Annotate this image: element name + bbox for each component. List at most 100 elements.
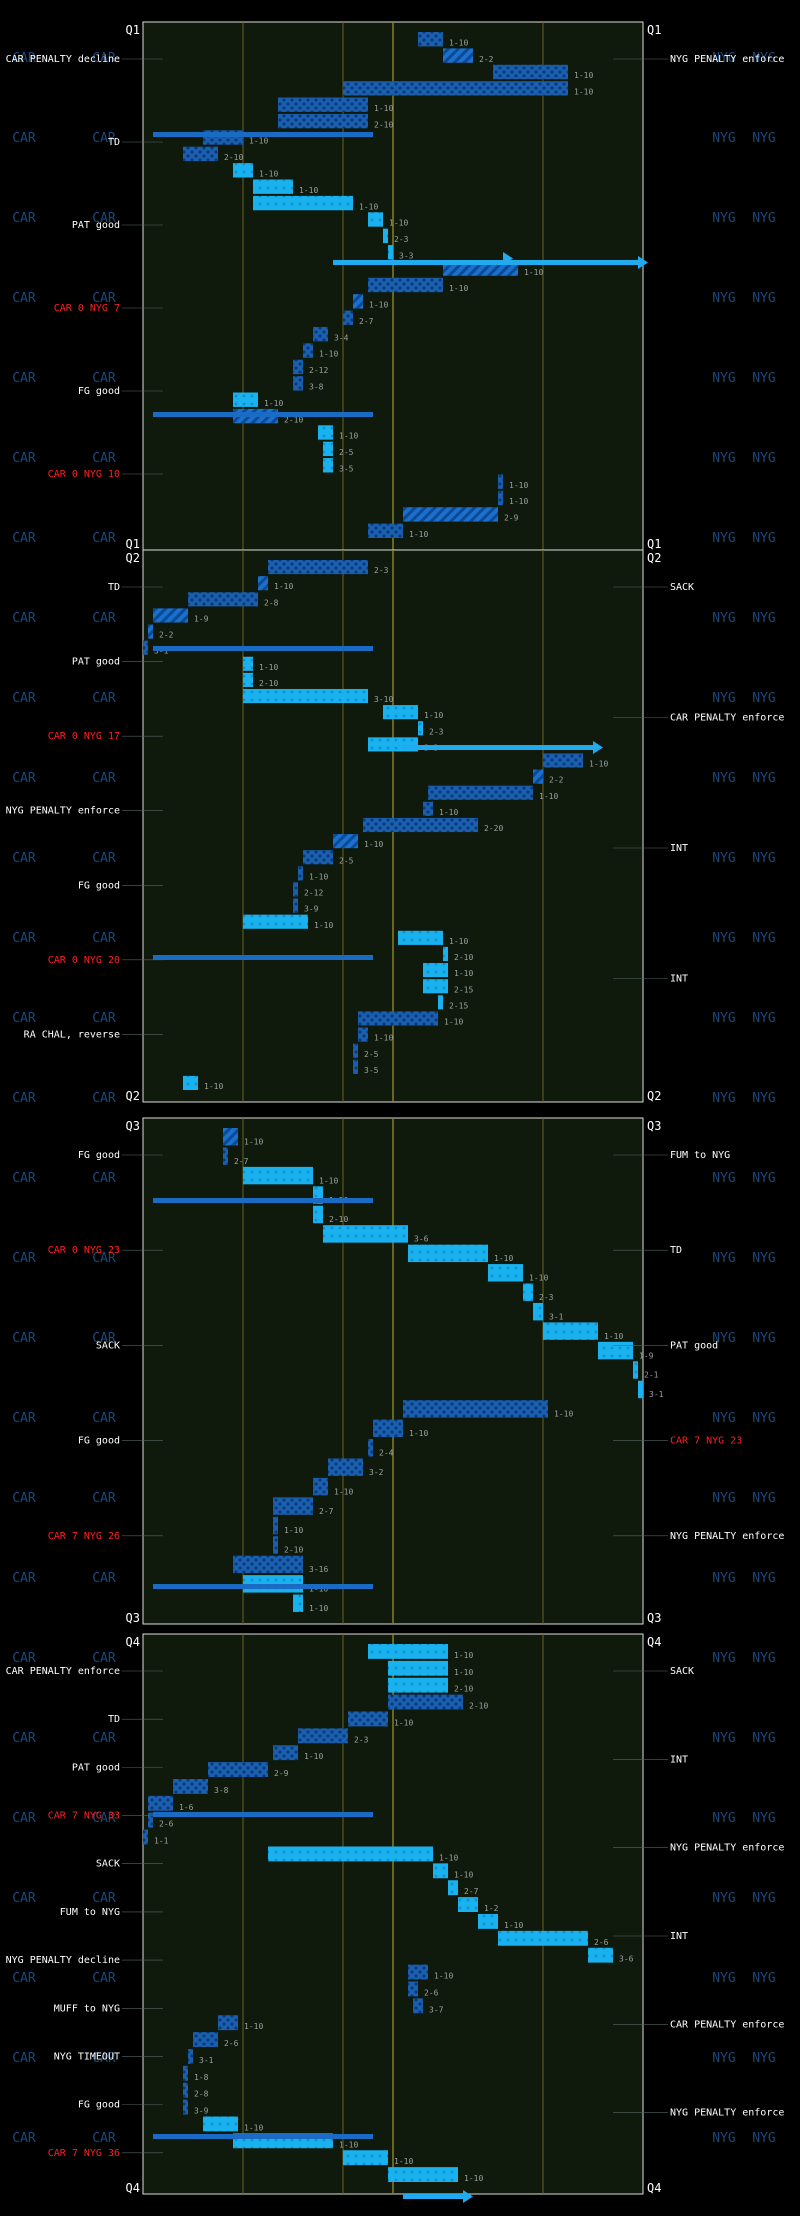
watermark-home: CAR [92,931,116,946]
watermark-away: NYG [752,211,776,226]
event-label: CAR 7 NYG 23 [670,1436,742,1447]
quarter-label: Q3 [647,1611,661,1625]
watermark-home: CAR [12,211,36,226]
down-distance-label: 1-10 [244,2123,263,2132]
play-bar [343,2150,388,2166]
down-distance-label: 1-10 [244,1137,263,1146]
watermark-home: CAR [12,2131,36,2146]
watermark-away: NYG [752,1491,776,1506]
play-bar [293,1594,303,1612]
down-distance-label: 1-10 [369,301,388,310]
down-distance-label: 2-5 [364,1050,379,1059]
kick-arrowhead [638,256,648,269]
watermark-home: CAR [92,1011,116,1026]
play-bar [418,721,423,736]
down-distance-label: 1-10 [334,1487,353,1496]
play-bar [493,64,568,80]
down-distance-label: 1-10 [509,481,528,490]
watermark-home: CAR [12,371,36,386]
watermark-home: CAR [92,691,116,706]
play-bar [353,294,363,309]
play-bar [148,1812,153,1828]
watermark-home: CAR [92,1891,116,1906]
down-distance-label: 2-3 [354,1735,369,1744]
watermark-away: NYG [712,371,736,386]
down-distance-label: 1-10 [374,104,393,113]
down-distance-label: 3-2 [369,1468,384,1477]
event-label: PAT good [72,220,120,231]
watermark-home: CAR [12,1571,36,1586]
play-bar [633,1361,638,1379]
down-distance-label: 1-10 [604,1332,623,1341]
down-distance-label: 2-7 [234,1157,249,1166]
play-bar [388,2167,458,2182]
down-distance-label: 2-10 [284,415,303,424]
down-distance-label: 2-8 [194,2090,209,2099]
play-bar [368,277,443,293]
play-bar [343,310,353,325]
play-bar [358,1011,438,1026]
watermark-home: CAR [12,291,36,306]
down-distance-label: 2-9 [504,514,519,523]
play-bar [358,1027,368,1042]
event-label: NYG PENALTY enforce [670,1843,784,1854]
down-distance-label: 1-9 [639,1351,654,1360]
watermark-away: NYG [712,51,736,66]
watermark-away: NYG [712,1251,736,1266]
event-label: PAT good [72,657,120,668]
play-bar [443,48,473,63]
down-distance-label: 2-1 [644,1371,659,1380]
down-distance-label: 1-10 [464,2174,483,2183]
watermark-home: CAR [12,1731,36,1746]
play-bar [293,376,303,391]
down-distance-label: 1-10 [319,1176,338,1185]
event-label: CAR PENALTY enforce [670,713,784,724]
play-bar [293,882,298,897]
down-distance-label: 3-8 [309,383,324,392]
play-bar [348,1711,388,1727]
down-distance-label: 1-10 [309,1604,328,1613]
watermark-away: NYG [752,1331,776,1346]
play-bar [543,1322,598,1340]
play-bar [233,163,253,178]
watermark-home: CAR [12,1251,36,1266]
play-bar [388,1694,463,1710]
down-distance-label: 1-10 [449,38,468,47]
play-bar [188,2049,193,2064]
down-distance-label: 2-2 [479,55,494,64]
play-bar [183,2082,188,2098]
down-distance-label: 1-10 [439,808,458,817]
event-label: SACK [96,1340,120,1351]
watermark-away: NYG [712,1731,736,1746]
watermark-home: CAR [12,1491,36,1506]
watermark-home: CAR [12,1971,36,1986]
event-label: CAR 0 NYG 23 [48,1245,120,1256]
play-bar [428,785,533,800]
event-label: TD [108,1714,120,1725]
down-distance-label: 2-7 [464,1887,479,1896]
watermark-home: CAR [92,1651,116,1666]
play-bar [373,1419,403,1438]
watermark-away: NYG [752,1651,776,1666]
quarter-label: Q2 [126,1089,140,1103]
down-distance-label: 3-3 [399,251,414,260]
watermark-home: CAR [92,1811,116,1826]
watermark-home: CAR [12,1651,36,1666]
play-bar [423,979,448,994]
play-bar [243,914,308,929]
play-bar [278,113,368,129]
quarter-label: Q2 [647,551,661,565]
watermark-away: NYG [712,1171,736,1186]
play-bar [313,326,328,342]
down-distance-label: 2-3 [429,727,444,736]
event-label: INT [670,843,688,854]
kick-arrow [403,2194,463,2199]
play-bar [173,1779,208,1794]
watermark-home: CAR [12,1811,36,1826]
play-bar [368,1644,448,1659]
play-bar [498,1930,588,1946]
watermark-away: NYG [752,771,776,786]
play-bar [233,1555,303,1574]
play-bar [303,850,333,865]
play-bar [143,640,148,655]
